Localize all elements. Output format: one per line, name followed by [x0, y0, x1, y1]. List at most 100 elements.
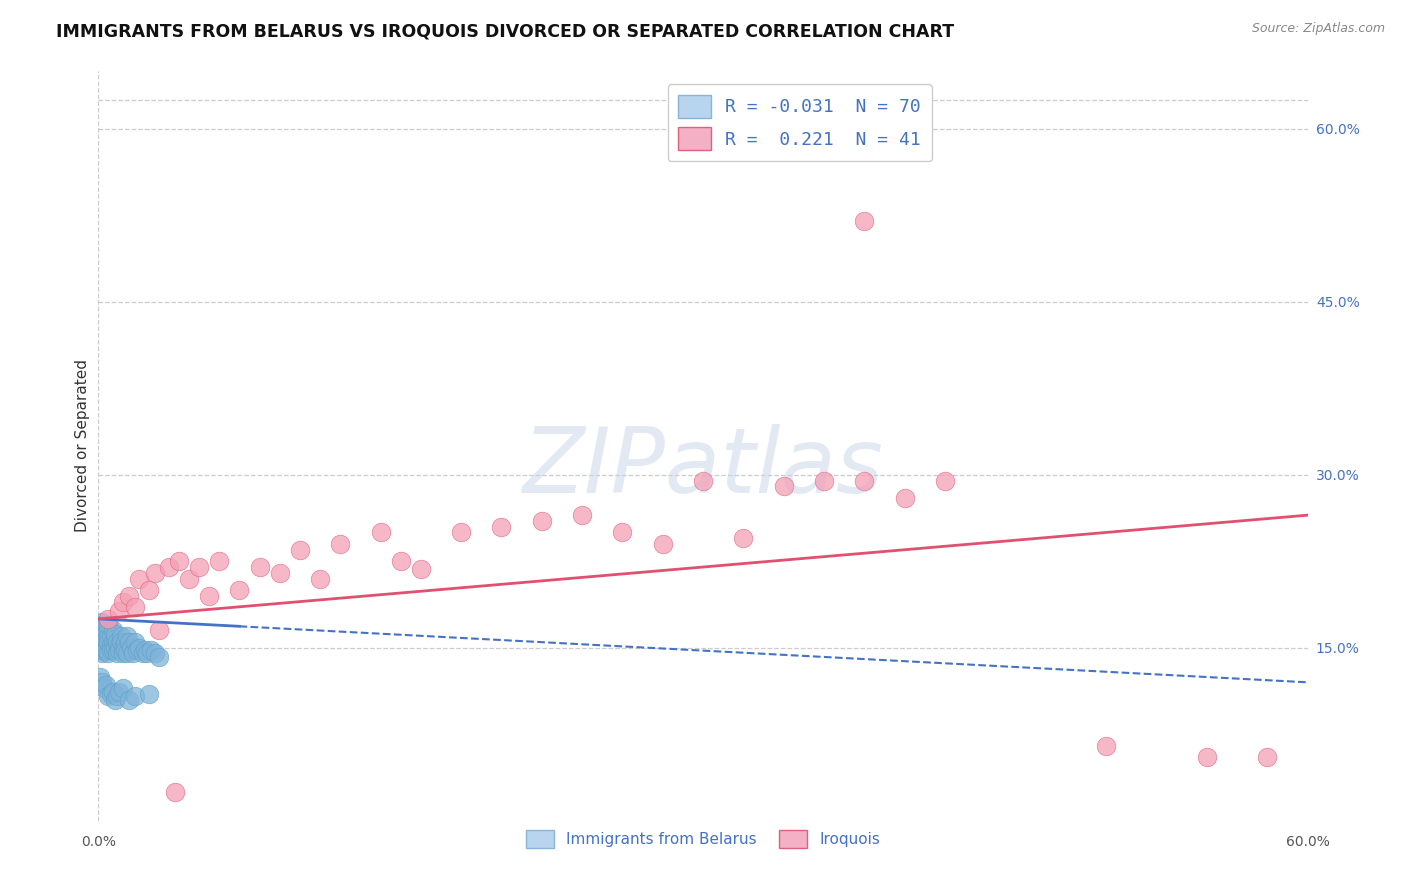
Point [893, 491, 915, 505]
Point [813, 474, 835, 488]
Point [93, 644, 115, 658]
Point [91, 615, 114, 630]
Point [103, 627, 125, 641]
Point [157, 560, 180, 574]
Point [118, 635, 141, 649]
Point [101, 684, 124, 698]
Point [114, 643, 136, 657]
Point [105, 689, 128, 703]
Point [93, 635, 115, 649]
Point [118, 589, 141, 603]
Point [101, 624, 124, 638]
Point [148, 624, 170, 638]
Point [101, 643, 124, 657]
Point [107, 604, 129, 618]
Point [97, 629, 120, 643]
Point [651, 537, 673, 551]
Point [134, 643, 156, 657]
Point [100, 643, 122, 657]
Point [124, 600, 146, 615]
Point [692, 474, 714, 488]
Point [128, 640, 150, 655]
Point [105, 647, 128, 661]
Point [389, 554, 412, 568]
Point [89, 643, 111, 657]
Point [121, 647, 143, 661]
Point [96, 678, 118, 692]
Point [733, 531, 755, 545]
Point [124, 635, 146, 649]
Point [249, 560, 271, 574]
Point [107, 639, 129, 653]
Point [89, 635, 111, 649]
Point [111, 594, 134, 608]
Point [115, 629, 138, 643]
Point [853, 474, 876, 488]
Point [491, 519, 513, 533]
Point [934, 474, 956, 488]
Point [1195, 750, 1218, 764]
Point [91, 620, 114, 634]
Point [101, 635, 124, 649]
Point [103, 692, 125, 706]
Point [269, 566, 291, 580]
Point [135, 647, 157, 661]
Point [107, 643, 129, 657]
Point [138, 687, 160, 701]
Y-axis label: Divorced or Separated: Divorced or Separated [75, 359, 90, 533]
Point [853, 214, 876, 228]
Point [132, 647, 155, 661]
Point [1095, 739, 1118, 753]
Point [148, 649, 170, 664]
Point [96, 639, 118, 653]
Point [93, 625, 115, 640]
Point [89, 617, 111, 632]
Point [91, 639, 114, 653]
Point [103, 632, 125, 646]
Point [105, 635, 128, 649]
Point [167, 554, 190, 568]
Point [143, 647, 166, 661]
Point [96, 632, 118, 646]
Point [179, 572, 201, 586]
Point [120, 640, 142, 655]
Point [612, 525, 634, 540]
Point [772, 479, 794, 493]
Point [370, 525, 392, 540]
Point [100, 639, 122, 653]
Point [100, 687, 122, 701]
Point [139, 643, 162, 657]
Point [208, 554, 231, 568]
Point [288, 542, 311, 557]
Point [110, 629, 132, 643]
Point [450, 525, 472, 540]
Point [309, 572, 332, 586]
Legend: Immigrants from Belarus, Iroquois: Immigrants from Belarus, Iroquois [520, 824, 886, 855]
Point [124, 689, 146, 703]
Text: Source: ZipAtlas.com: Source: ZipAtlas.com [1251, 22, 1385, 36]
Text: IMMIGRANTS FROM BELARUS VS IROQUOIS DIVORCED OR SEPARATED CORRELATION CHART: IMMIGRANTS FROM BELARUS VS IROQUOIS DIVO… [56, 22, 955, 40]
Point [89, 669, 111, 683]
Point [143, 566, 166, 580]
Point [228, 583, 250, 598]
Point [103, 640, 125, 655]
Point [97, 635, 120, 649]
Point [96, 643, 118, 657]
Point [110, 635, 132, 649]
Point [97, 612, 120, 626]
Point [97, 689, 120, 703]
Point [97, 617, 120, 632]
Point [91, 629, 114, 643]
Point [93, 681, 115, 695]
Point [91, 675, 114, 690]
Point [96, 627, 118, 641]
Point [571, 508, 593, 523]
Point [93, 640, 115, 655]
Point [115, 647, 138, 661]
Point [128, 572, 150, 586]
Point [409, 562, 432, 576]
Point [198, 589, 221, 603]
Point [329, 537, 352, 551]
Point [118, 692, 141, 706]
Point [188, 560, 211, 574]
